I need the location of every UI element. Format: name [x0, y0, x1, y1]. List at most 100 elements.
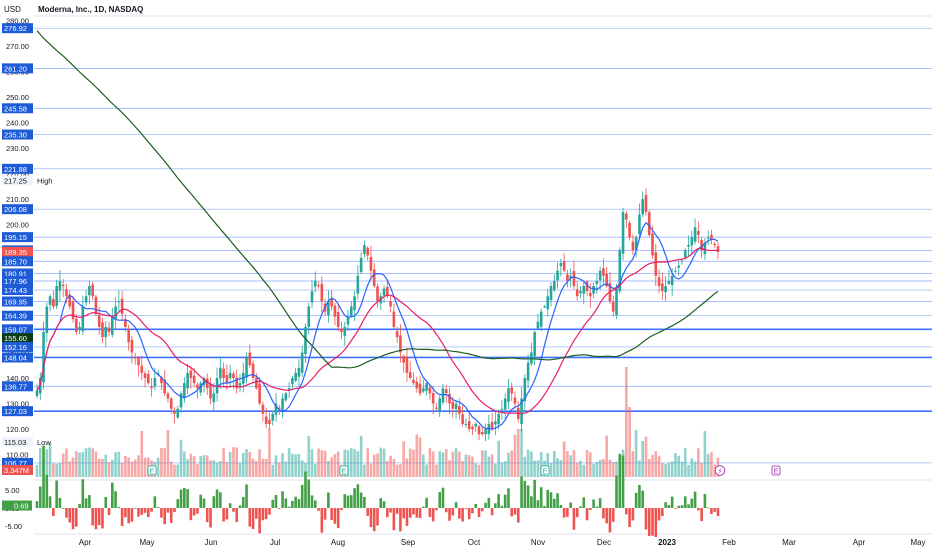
oscillator-bar — [507, 488, 510, 508]
time-axis-label: May — [910, 538, 925, 547]
volume-bar — [546, 453, 550, 477]
candle-body — [641, 199, 644, 215]
volume-bar — [454, 447, 458, 477]
oscillator-bar — [264, 508, 268, 520]
candle-body — [258, 383, 261, 404]
volume-bar — [533, 460, 536, 477]
oscillator-bar — [133, 507, 137, 509]
oscillator-bar — [651, 508, 654, 536]
candle-body — [376, 286, 379, 302]
volume-bar — [503, 461, 507, 477]
price-tag-box — [2, 276, 33, 287]
oscillator-bar — [628, 508, 631, 527]
oscillator-bar — [327, 492, 330, 508]
price-tag: 261.20 — [4, 64, 27, 73]
price-tag-box — [2, 246, 33, 257]
candle-body — [500, 408, 504, 410]
oscillator-bar — [494, 503, 497, 508]
oscillator-bar — [638, 484, 641, 508]
oscillator-bar — [438, 492, 442, 508]
volume-bar — [598, 459, 602, 477]
oscillator-bar — [277, 508, 281, 509]
oscillator-bar — [647, 508, 651, 537]
candle-body — [42, 332, 45, 383]
oscillator-bar — [566, 508, 569, 517]
volume-bar — [405, 458, 409, 477]
candle-body — [183, 383, 186, 398]
time-axis-label: Jun — [205, 538, 218, 547]
volume-bar — [461, 461, 464, 477]
oscillator-bar — [451, 508, 455, 516]
volume-bar — [261, 458, 265, 477]
volume-bar — [399, 464, 402, 477]
volume-bar — [281, 453, 284, 477]
candle-body — [111, 316, 114, 335]
volume-bar — [500, 462, 504, 477]
oscillator-bar — [35, 501, 39, 508]
volume-bar — [97, 458, 101, 477]
oscillator-bar — [163, 508, 166, 525]
volume-bar — [480, 450, 484, 477]
candle-body — [549, 286, 553, 301]
oscillator-bar — [192, 508, 196, 516]
volume-bar — [61, 453, 65, 477]
candle-body — [228, 372, 232, 379]
oscillator-bar — [716, 508, 720, 517]
volume-bar — [199, 456, 203, 477]
candle-body — [422, 388, 425, 392]
oscillator-bar — [287, 506, 291, 508]
oscillator-bar — [490, 508, 494, 516]
price-tag: 180.91 — [4, 270, 27, 279]
volume-bar — [235, 447, 239, 477]
volume-bar — [435, 464, 438, 477]
volume-bar — [484, 450, 487, 477]
oscillator-bar — [111, 482, 114, 508]
oscillator-bar — [202, 498, 206, 508]
candle-body — [415, 381, 419, 389]
oscillator-bar — [147, 508, 150, 518]
oscillator-bar — [431, 508, 435, 522]
price-tag: 115.03 — [4, 438, 26, 447]
volume-bar — [183, 451, 186, 477]
oscillator-bar — [710, 508, 713, 515]
volume-bar — [608, 459, 612, 477]
volume-bar — [615, 461, 618, 477]
candle-body — [710, 234, 713, 241]
candle-body — [621, 211, 625, 254]
candle-body — [160, 377, 163, 384]
volume-bar — [494, 463, 497, 477]
oscillator-bar — [572, 508, 576, 530]
volume-bar — [654, 451, 658, 477]
volume-bar — [336, 451, 340, 477]
oscillator-bar — [608, 508, 612, 533]
price-tag: 177.96 — [4, 277, 27, 286]
candle-body — [94, 296, 98, 315]
candle-body — [556, 270, 559, 281]
oscillator-tag-box — [2, 500, 32, 511]
candle-body — [232, 373, 235, 379]
volume-bar — [169, 461, 173, 477]
oscillator-bar — [464, 508, 468, 509]
volume-bar — [35, 464, 39, 477]
volume-bar — [703, 431, 707, 477]
candle-body — [566, 274, 569, 281]
volume-bar — [474, 463, 478, 477]
candle-body — [510, 387, 514, 394]
candle-body — [104, 326, 108, 338]
volume-bar — [458, 451, 461, 477]
price-tag: 159.07 — [4, 325, 27, 334]
volume-bar — [330, 457, 333, 477]
oscillator-bar — [552, 498, 556, 508]
volume-bar — [38, 447, 42, 477]
volume-bar — [683, 448, 687, 477]
candle-body — [680, 260, 684, 262]
volume-bar — [536, 460, 540, 477]
price-tag-box — [2, 23, 33, 34]
volume-bar — [160, 448, 163, 477]
volume-bar — [363, 464, 366, 477]
candle-body — [638, 214, 641, 235]
moving-average-medium — [36, 247, 719, 415]
volume-bar — [117, 451, 121, 477]
volume-bar — [638, 460, 641, 477]
